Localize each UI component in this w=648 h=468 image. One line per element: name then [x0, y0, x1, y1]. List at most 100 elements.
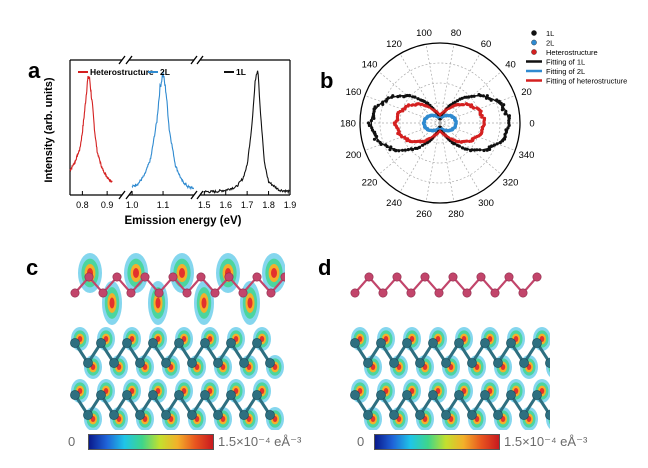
- atom-bottom-layer: [96, 338, 106, 348]
- data-point-1l: [500, 108, 504, 112]
- atom-top-layer: [98, 288, 108, 298]
- axis-break-mark: [118, 190, 126, 200]
- atom-bottom-layer: [480, 390, 490, 400]
- x-tick-label: 1.1: [157, 200, 170, 210]
- axis-break-mark: [125, 55, 133, 65]
- atom-top-layer: [154, 288, 164, 298]
- atom-bottom-layer: [148, 390, 158, 400]
- data-point-1l: [367, 123, 371, 128]
- colorbar-d-min-label: 0: [357, 434, 365, 449]
- atom-top-layer: [126, 288, 136, 298]
- atom-top-layer: [168, 272, 178, 282]
- angle-tick-label: 220: [362, 178, 378, 189]
- fit-curve-heterostructure: [395, 103, 485, 143]
- polar-outer-circle: [359, 42, 521, 204]
- series-line-2l: [131, 71, 194, 191]
- atom-bottom-layer: [226, 338, 236, 348]
- legend-marker: [531, 30, 537, 36]
- polar-grid-spoke: [439, 44, 455, 124]
- x-tick-label: 0.8: [76, 200, 89, 210]
- atom-bottom-layer: [226, 390, 236, 400]
- atom-bottom-layer: [109, 410, 119, 420]
- angle-tick-label: 100: [416, 28, 432, 39]
- atom-top-layer: [462, 288, 472, 298]
- atom-bottom-layer: [187, 358, 197, 368]
- atom-bottom-layer: [376, 338, 386, 348]
- atom-bottom-layer: [70, 338, 80, 348]
- atom-bottom-layer: [428, 390, 438, 400]
- bond-zigzag-top: [74, 275, 285, 295]
- atom-top-layer: [252, 272, 262, 282]
- data-point-1l: [507, 114, 511, 118]
- density-peak: [155, 297, 161, 309]
- atom-bottom-layer: [122, 390, 132, 400]
- x-tick-label: 1.9: [284, 200, 297, 210]
- atom-bottom-layer: [96, 390, 106, 400]
- legend-label: 2L: [160, 67, 170, 77]
- colorbar-d-max-label: 1.5×10⁻⁴ eÅ⁻³: [504, 434, 588, 449]
- legend-label: Heterostructure: [90, 67, 154, 77]
- series-line-1l: [203, 70, 291, 195]
- atom-bottom-layer: [174, 390, 184, 400]
- atom-bottom-layer: [265, 358, 275, 368]
- polar-grid-spoke: [439, 122, 455, 202]
- atom-top-layer: [532, 272, 542, 282]
- polar-grid-spoke: [439, 122, 481, 193]
- angle-tick-label: 260: [416, 209, 432, 220]
- density-peak: [109, 297, 115, 309]
- atom-bottom-layer: [402, 390, 412, 400]
- atom-bottom-layer: [350, 390, 360, 400]
- panel-label-d: d: [318, 255, 332, 280]
- atom-bottom-layer: [428, 338, 438, 348]
- angle-tick-label: 340: [519, 150, 535, 161]
- fit-curve-1l: [370, 94, 510, 152]
- legend-marker: [531, 49, 537, 55]
- atom-bottom-layer: [83, 358, 93, 368]
- density-layer: [350, 272, 550, 430]
- polar-grid-spoke: [425, 122, 441, 202]
- atom-bottom-layer: [493, 358, 503, 368]
- atom-bottom-layer: [161, 410, 171, 420]
- density-peak: [179, 268, 185, 278]
- atom-bottom-layer: [161, 358, 171, 368]
- legend-marker: [531, 39, 537, 46]
- angle-tick-label: 280: [448, 209, 464, 220]
- colorbar-d: [374, 434, 500, 450]
- legend-label: Heterostructure: [546, 48, 598, 57]
- atom-bottom-layer: [376, 390, 386, 400]
- atom-bottom-layer: [200, 390, 210, 400]
- x-axis-label: Emission energy (eV): [125, 215, 242, 227]
- atom-bottom-layer: [265, 410, 275, 420]
- data-point-1l: [502, 103, 506, 107]
- density-layer: [70, 253, 285, 430]
- x-tick-label: 1.7: [241, 200, 254, 210]
- axis-break-mark: [125, 190, 133, 200]
- atom-bottom-layer: [252, 390, 262, 400]
- atom-top-layer: [434, 288, 444, 298]
- legend-label: Fitting of heterostructure: [546, 77, 627, 86]
- legend-label: 1L: [546, 29, 554, 38]
- atom-bottom-layer: [135, 410, 145, 420]
- atom-bottom-layer: [441, 410, 451, 420]
- atom-bottom-layer: [122, 338, 132, 348]
- atom-top-layer: [280, 272, 285, 282]
- angle-tick-label: 20: [521, 87, 532, 98]
- bond-zigzag: [73, 392, 272, 418]
- atom-bottom-layer: [200, 338, 210, 348]
- atom-bottom-layer: [389, 410, 399, 420]
- atom-bottom-layer: [70, 390, 80, 400]
- atom-bottom-layer: [389, 358, 399, 368]
- emission-spectra-chart: Intensity (arb. units) Emission energy (…: [43, 55, 297, 227]
- panel-label-b: b: [320, 68, 334, 93]
- density-peak: [133, 268, 139, 278]
- fit-curve-2l: [423, 114, 457, 132]
- angle-tick-label: 80: [451, 28, 462, 39]
- atom-top-layer: [448, 272, 458, 282]
- atom-bottom-layer: [239, 358, 249, 368]
- density-peak: [247, 297, 253, 309]
- density-peak: [201, 297, 207, 309]
- atom-bottom-layer: [454, 338, 464, 348]
- polar-grid-spoke: [399, 122, 441, 193]
- legend-label: 1L: [236, 67, 246, 77]
- x-tick-label: 0.9: [101, 200, 114, 210]
